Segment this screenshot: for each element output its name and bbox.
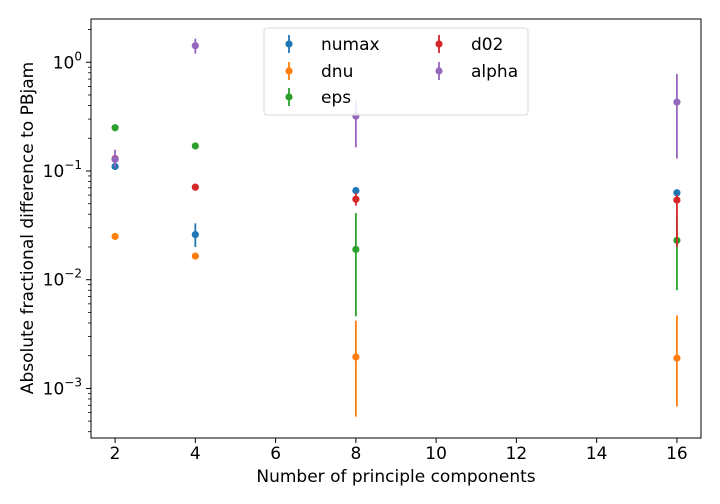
data-point (352, 245, 360, 254)
data-point (191, 230, 199, 239)
legend-item-numax: numax (285, 35, 380, 55)
legend-label: dnu (321, 62, 353, 82)
data-point (352, 195, 360, 203)
y-tick-label: 10−3 (43, 375, 82, 399)
data-point (191, 252, 199, 260)
data-point (673, 196, 681, 204)
legend-label: numax (321, 35, 380, 55)
y-tick-label: 10−1 (43, 158, 82, 182)
y-axis-label: Absolute fractional difference to PBjam (18, 62, 38, 394)
x-tick-label: 16 (666, 444, 688, 464)
legend-box (263, 27, 529, 116)
x-tick-label: 12 (506, 444, 528, 464)
x-axis: 2 4 6 8 10 12 14 16 (110, 438, 688, 464)
x-tick-label: 14 (586, 444, 608, 464)
data-point (673, 98, 681, 106)
data-point (352, 187, 360, 195)
x-tick-label: 4 (190, 444, 201, 464)
data-point (111, 124, 119, 132)
legend-label: d02 (471, 35, 503, 55)
legend-marker (435, 40, 443, 48)
series-dnu (111, 232, 681, 417)
axes-frame (90, 18, 702, 439)
legend: numax dnu eps d02 alpha (263, 27, 529, 116)
data-point (673, 189, 681, 197)
legend-marker (435, 67, 443, 75)
series-numax (111, 162, 681, 247)
data-point (191, 42, 199, 50)
x-tick-label: 6 (270, 444, 281, 464)
data-point (673, 354, 681, 362)
data-point (191, 142, 199, 150)
y-axis: 10−3 10−2 10−1 100 (43, 29, 91, 433)
data-point (111, 232, 119, 241)
legend-label: eps (321, 88, 351, 108)
legend-marker (285, 67, 293, 75)
legend-marker (285, 93, 293, 101)
legend-item-eps: eps (285, 88, 351, 108)
y-tick-label: 10−2 (43, 267, 82, 291)
data-point (191, 183, 199, 191)
y-tick-label: 100 (53, 49, 82, 73)
legend-item-dnu: dnu (285, 62, 353, 82)
legend-label: alpha (471, 62, 518, 82)
data-point (111, 155, 119, 163)
series-eps (111, 124, 681, 317)
x-axis-label: Number of principle components (256, 467, 535, 487)
x-tick-label: 8 (350, 444, 361, 464)
legend-item-alpha: alpha (435, 62, 518, 82)
x-tick-label: 2 (110, 444, 121, 464)
plot-area (111, 38, 681, 417)
legend-marker (285, 40, 293, 48)
x-tick-label: 10 (425, 444, 447, 464)
data-point (352, 353, 360, 361)
legend-item-d02: d02 (435, 35, 503, 55)
